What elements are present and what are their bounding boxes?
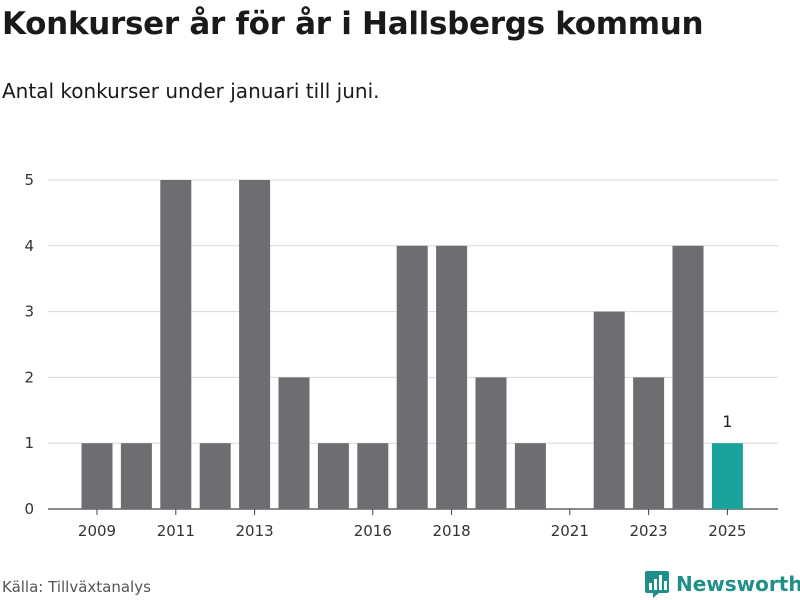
y-tick-label: 0 — [24, 500, 34, 518]
x-tick-label: 2023 — [630, 522, 668, 540]
bar-2016 — [357, 443, 389, 509]
bar-chart-badge-icon — [645, 571, 669, 598]
x-tick-label: 2018 — [433, 522, 471, 540]
bar-2011 — [160, 180, 192, 509]
brand-logo[interactable]: Newsworthy — [644, 568, 800, 600]
bar-2013 — [239, 180, 271, 509]
y-axis-ticks: 0 1 2 3 4 5 — [24, 171, 34, 518]
chart-title: Konkurser år för år i Hallsbergs kommun — [2, 6, 704, 42]
data-labels: 1 — [722, 412, 732, 431]
source-note: Källa: Tillväxtanalys — [2, 578, 151, 596]
x-tick-label: 2016 — [354, 522, 392, 540]
bar-2025 — [711, 443, 743, 509]
bar-2019 — [475, 377, 507, 509]
data-label-2025: 1 — [722, 412, 732, 431]
chart-subtitle: Antal konkurser under januari till juni. — [2, 79, 380, 103]
bar-2012 — [199, 443, 231, 509]
x-tick-label: 2009 — [78, 522, 116, 540]
bar-2015 — [317, 443, 349, 509]
bars — [81, 180, 743, 510]
x-tick-label: 2011 — [157, 522, 195, 540]
brand-name: Newsworthy — [676, 572, 800, 596]
x-axis-ticks: 2009 2011 2013 2016 2018 2021 2023 2025 — [78, 509, 746, 540]
x-tick-label: 2021 — [551, 522, 589, 540]
bar-2020 — [514, 443, 546, 509]
x-tick-label: 2025 — [708, 522, 746, 540]
x-tick-label: 2013 — [236, 522, 274, 540]
bar-2022 — [593, 311, 625, 509]
y-tick-label: 1 — [24, 434, 34, 452]
y-tick-label: 2 — [24, 368, 34, 386]
y-tick-label: 5 — [24, 171, 34, 189]
y-tick-label: 4 — [24, 237, 34, 255]
bar-2009 — [81, 443, 113, 509]
bar-2014 — [278, 377, 310, 509]
y-tick-label: 3 — [24, 303, 34, 321]
bar-2024 — [672, 245, 704, 510]
bar-2017 — [396, 245, 428, 510]
bar-2018 — [436, 245, 468, 510]
bar-2023 — [633, 377, 665, 509]
bar-2010 — [120, 443, 152, 509]
